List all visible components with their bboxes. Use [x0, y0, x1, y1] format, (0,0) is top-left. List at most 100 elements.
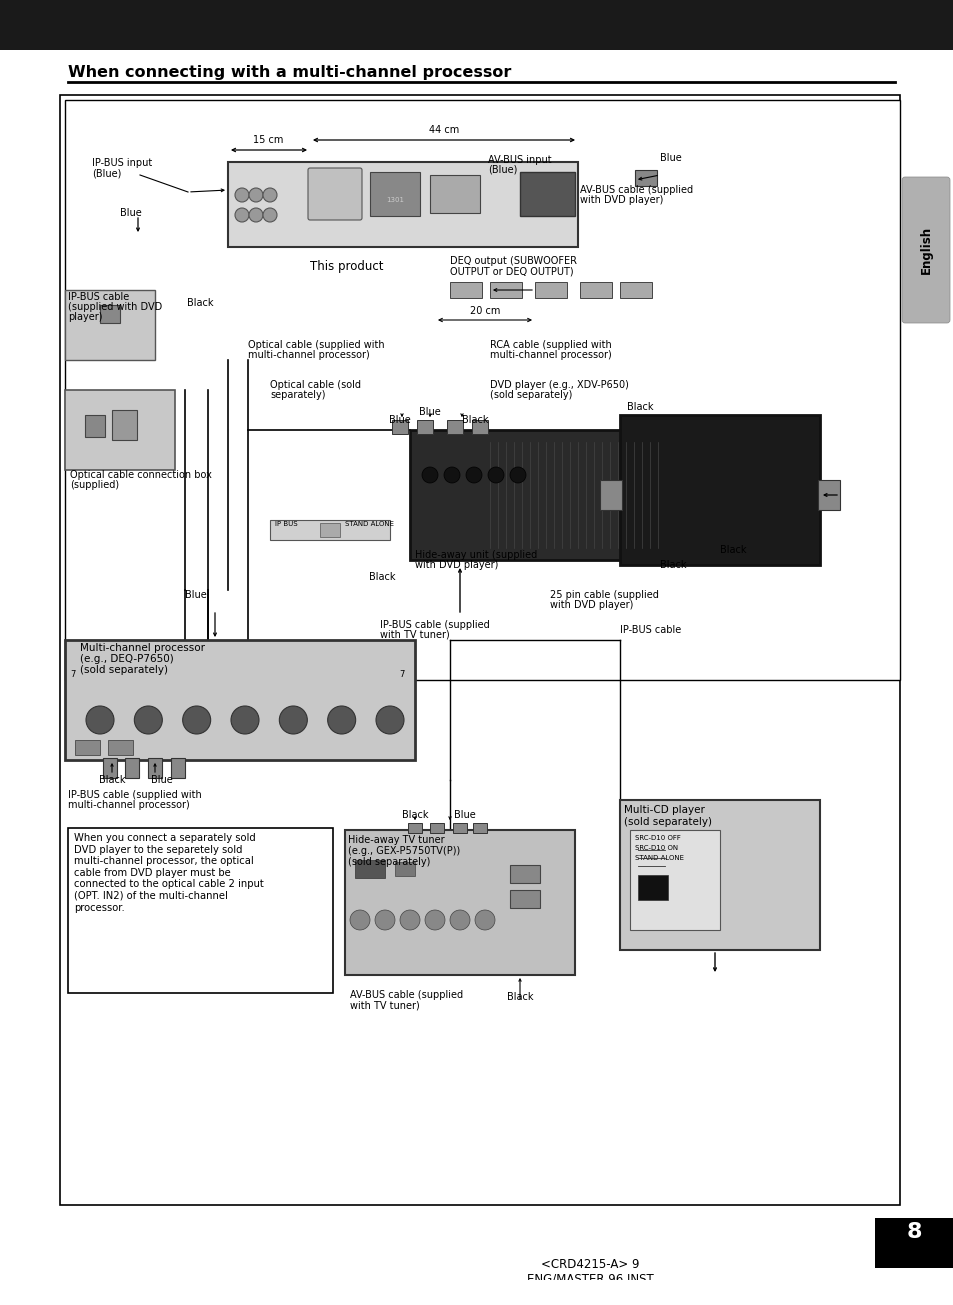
Text: 7: 7: [70, 671, 75, 680]
Text: player): player): [68, 312, 102, 322]
Text: IP-BUS cable: IP-BUS cable: [68, 292, 129, 301]
Circle shape: [263, 188, 276, 202]
Text: AV-BUS cable (supplied: AV-BUS cable (supplied: [350, 990, 462, 1000]
Text: Blue: Blue: [659, 153, 681, 163]
Text: Hide-away TV tuner: Hide-away TV tuner: [348, 835, 444, 846]
Bar: [473, 823, 486, 833]
Text: Multi-CD player: Multi-CD player: [623, 805, 704, 816]
Text: Optical cable (sold: Optical cable (sold: [270, 380, 360, 390]
Text: IP-BUS cable: IP-BUS cable: [619, 625, 680, 636]
Circle shape: [231, 706, 258, 733]
Bar: [447, 420, 462, 435]
Text: Optical cable (supplied with: Optical cable (supplied with: [248, 341, 384, 350]
Bar: [619, 800, 820, 950]
Text: 8: 8: [905, 1221, 921, 1242]
Text: Black: Black: [461, 415, 488, 425]
Text: 25 pin cable (supplied: 25 pin cable (supplied: [550, 590, 659, 600]
Text: (supplied with DVD: (supplied with DVD: [68, 301, 162, 312]
FancyBboxPatch shape: [901, 177, 949, 324]
Bar: [635, 170, 657, 187]
Text: multi-channel processor): multi-channel processor): [248, 350, 370, 360]
Bar: [619, 415, 820, 565]
Bar: [579, 282, 612, 298]
Bar: [112, 410, 137, 440]
Circle shape: [279, 706, 307, 733]
Bar: [629, 830, 720, 930]
Text: STAND ALONE: STAND ALONE: [635, 855, 683, 861]
Text: (sold separately): (sold separately): [80, 666, 168, 675]
Text: SRC-D10 OFF: SRC-D10 OFF: [635, 835, 680, 840]
Text: with DVD player): with DVD player): [415, 560, 497, 570]
Circle shape: [375, 706, 403, 733]
Text: IP BUS: IP BUS: [274, 521, 297, 527]
Bar: [519, 172, 575, 217]
Bar: [490, 282, 521, 298]
Circle shape: [450, 910, 470, 930]
Circle shape: [399, 910, 419, 930]
Bar: [450, 282, 481, 298]
Text: This product: This product: [310, 260, 383, 273]
Bar: [319, 523, 339, 536]
Text: DVD player (e.g., XDV-P650): DVD player (e.g., XDV-P650): [490, 380, 628, 390]
Text: ENG/MASTER 96 INST: ENG/MASTER 96 INST: [526, 1272, 653, 1285]
Circle shape: [234, 188, 249, 202]
Text: Blue: Blue: [120, 207, 142, 218]
Text: IP-BUS cable (supplied with: IP-BUS cable (supplied with: [68, 790, 201, 800]
Bar: [228, 162, 578, 247]
Text: with DVD player): with DVD player): [550, 600, 633, 609]
Text: 15 cm: 15 cm: [253, 134, 283, 145]
Text: (sold separately): (sold separately): [348, 857, 430, 867]
Circle shape: [421, 467, 437, 483]
Text: Black: Black: [401, 810, 428, 820]
Text: with DVD player): with DVD player): [579, 194, 662, 205]
Text: Black: Black: [506, 992, 533, 1002]
Bar: [75, 740, 100, 756]
Circle shape: [234, 207, 249, 222]
Text: STAND ALONE: STAND ALONE: [345, 521, 394, 527]
Bar: [430, 175, 479, 213]
Circle shape: [375, 910, 395, 930]
Bar: [65, 290, 154, 360]
Circle shape: [488, 467, 503, 483]
Bar: [599, 480, 621, 510]
Bar: [392, 420, 408, 435]
Circle shape: [475, 910, 495, 930]
Text: AV-BUS input: AV-BUS input: [488, 155, 551, 164]
Circle shape: [465, 467, 481, 483]
Text: Black: Black: [720, 545, 745, 555]
Text: When you connect a separately sold
DVD player to the separetely sold
multi-chann: When you connect a separately sold DVD p…: [74, 833, 263, 912]
Bar: [0, 1280, 953, 1305]
Text: Black: Black: [99, 775, 125, 786]
Circle shape: [350, 910, 370, 930]
Bar: [619, 282, 651, 298]
Text: 20 cm: 20 cm: [469, 305, 499, 316]
Circle shape: [86, 706, 113, 733]
Circle shape: [510, 467, 525, 483]
Bar: [65, 100, 899, 680]
Text: 44 cm: 44 cm: [429, 125, 458, 134]
Text: Blue: Blue: [389, 415, 411, 425]
Bar: [817, 480, 840, 510]
Bar: [65, 390, 174, 470]
Text: (sold separately): (sold separately): [623, 817, 711, 827]
Bar: [430, 823, 443, 833]
Text: separately): separately): [270, 390, 325, 401]
Circle shape: [263, 207, 276, 222]
Text: Multi-channel processor: Multi-channel processor: [80, 643, 205, 652]
Text: (Blue): (Blue): [91, 168, 121, 177]
Bar: [535, 282, 566, 298]
Text: Blue: Blue: [151, 775, 172, 786]
Text: (e.g., DEQ-P7650): (e.g., DEQ-P7650): [80, 654, 173, 664]
Bar: [874, 1218, 953, 1268]
Text: Blue: Blue: [185, 590, 207, 600]
Text: 1301: 1301: [386, 197, 403, 204]
Text: Black: Black: [369, 572, 395, 582]
Bar: [0, 0, 953, 50]
Text: DEQ output (SUBWOOFER: DEQ output (SUBWOOFER: [450, 256, 577, 266]
Text: RCA cable (supplied with: RCA cable (supplied with: [490, 341, 611, 350]
Text: AV-BUS cable (supplied: AV-BUS cable (supplied: [579, 185, 693, 194]
Text: Black: Black: [659, 560, 686, 570]
Bar: [416, 420, 433, 435]
Circle shape: [134, 706, 162, 733]
Bar: [345, 830, 575, 975]
